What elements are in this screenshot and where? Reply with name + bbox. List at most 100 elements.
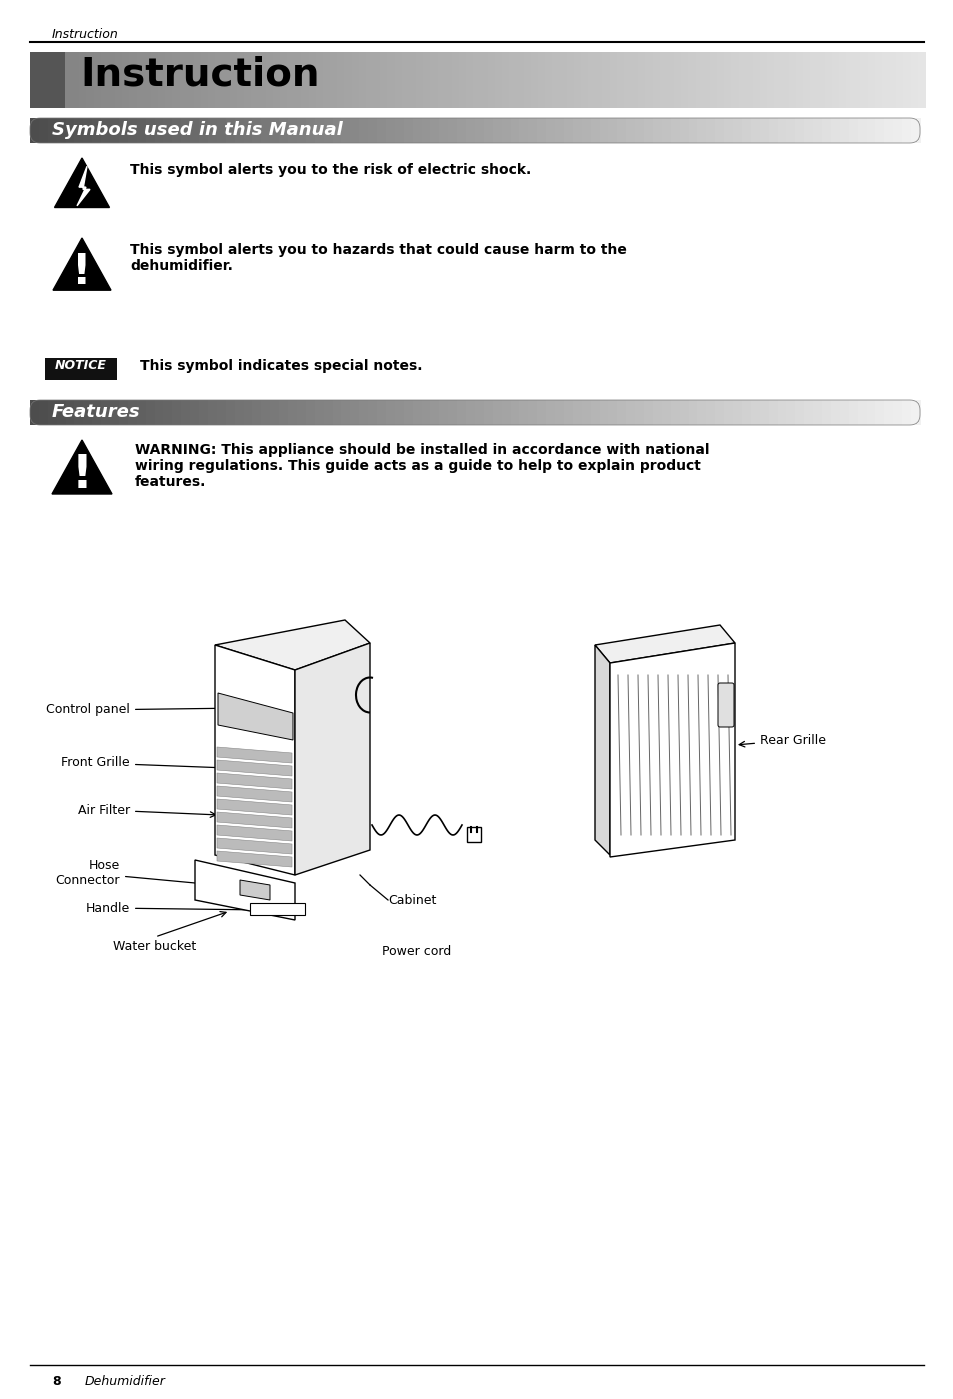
Bar	[136, 400, 147, 425]
Bar	[373, 52, 381, 108]
Bar	[234, 400, 244, 425]
Bar	[795, 118, 804, 143]
Bar	[552, 52, 560, 108]
Bar	[39, 118, 49, 143]
Bar	[280, 52, 288, 108]
Bar	[809, 52, 818, 108]
Text: This symbol alerts you to hazards that could cause harm to the
dehumidifier.: This symbol alerts you to hazards that c…	[130, 243, 626, 273]
Polygon shape	[216, 811, 292, 828]
Bar	[456, 400, 467, 425]
Polygon shape	[216, 799, 292, 816]
Bar	[709, 52, 718, 108]
Bar	[122, 52, 131, 108]
Text: WARNING: This appliance should be installed in accordance with national
wiring r: WARNING: This appliance should be instal…	[135, 443, 709, 490]
Bar	[208, 118, 217, 143]
Bar	[368, 400, 377, 425]
Bar	[688, 118, 698, 143]
Bar	[181, 400, 191, 425]
Bar	[510, 400, 520, 425]
Polygon shape	[609, 644, 734, 858]
Bar	[902, 118, 911, 143]
Bar	[580, 52, 589, 108]
Text: Handle: Handle	[86, 901, 260, 915]
Bar	[715, 118, 724, 143]
Bar	[128, 400, 137, 425]
Bar	[839, 400, 849, 425]
Bar	[430, 118, 440, 143]
Bar	[573, 118, 582, 143]
Text: Front Grille: Front Grille	[61, 757, 224, 771]
Polygon shape	[54, 158, 110, 207]
Bar	[437, 52, 445, 108]
Bar	[190, 400, 200, 425]
Bar	[448, 118, 457, 143]
Bar	[56, 400, 67, 425]
Bar	[546, 118, 556, 143]
Text: Air Filter: Air Filter	[78, 803, 215, 817]
Bar	[659, 52, 667, 108]
Bar	[258, 52, 267, 108]
Bar	[483, 400, 494, 425]
Bar	[715, 400, 724, 425]
Bar	[136, 52, 145, 108]
Text: Water bucket: Water bucket	[113, 940, 196, 953]
Bar	[857, 118, 866, 143]
Text: Instruction: Instruction	[52, 28, 118, 41]
Text: This symbol indicates special notes.: This symbol indicates special notes.	[140, 360, 422, 374]
Bar	[788, 52, 796, 108]
Bar	[395, 52, 402, 108]
Bar	[466, 400, 476, 425]
Bar	[732, 118, 742, 143]
Bar	[376, 118, 387, 143]
Text: Hose
Connector: Hose Connector	[55, 859, 233, 888]
Bar	[523, 52, 531, 108]
Bar	[401, 52, 410, 108]
Bar	[128, 118, 137, 143]
Bar	[760, 52, 767, 108]
Bar	[199, 118, 209, 143]
Bar	[306, 400, 315, 425]
Bar	[79, 52, 88, 108]
Bar	[380, 52, 388, 108]
Bar	[883, 118, 893, 143]
Polygon shape	[216, 760, 292, 776]
Bar	[817, 52, 824, 108]
Bar	[910, 118, 920, 143]
Bar	[785, 400, 796, 425]
Bar	[45, 358, 117, 381]
Bar	[56, 118, 67, 143]
Bar	[323, 52, 331, 108]
Bar	[439, 118, 449, 143]
Bar	[296, 118, 307, 143]
Bar	[110, 400, 120, 425]
Bar	[315, 52, 324, 108]
Bar	[115, 52, 123, 108]
Bar	[768, 118, 778, 143]
Polygon shape	[53, 238, 111, 290]
Bar	[222, 52, 231, 108]
Bar	[558, 52, 567, 108]
Bar	[296, 400, 307, 425]
Text: Features: Features	[52, 403, 140, 421]
Bar	[270, 118, 280, 143]
Bar	[590, 400, 600, 425]
Bar	[516, 52, 524, 108]
Bar	[563, 400, 574, 425]
Bar	[250, 902, 305, 915]
Bar	[187, 52, 194, 108]
Bar	[625, 118, 636, 143]
Bar	[314, 118, 324, 143]
Polygon shape	[218, 693, 293, 740]
Bar	[467, 827, 480, 842]
Bar	[48, 118, 57, 143]
Bar	[602, 52, 610, 108]
Bar	[74, 118, 84, 143]
Bar	[119, 400, 129, 425]
Polygon shape	[52, 441, 112, 494]
FancyBboxPatch shape	[718, 683, 733, 727]
Bar	[421, 118, 431, 143]
Bar	[745, 52, 753, 108]
Bar	[216, 400, 227, 425]
Bar	[625, 400, 636, 425]
Polygon shape	[216, 825, 292, 841]
